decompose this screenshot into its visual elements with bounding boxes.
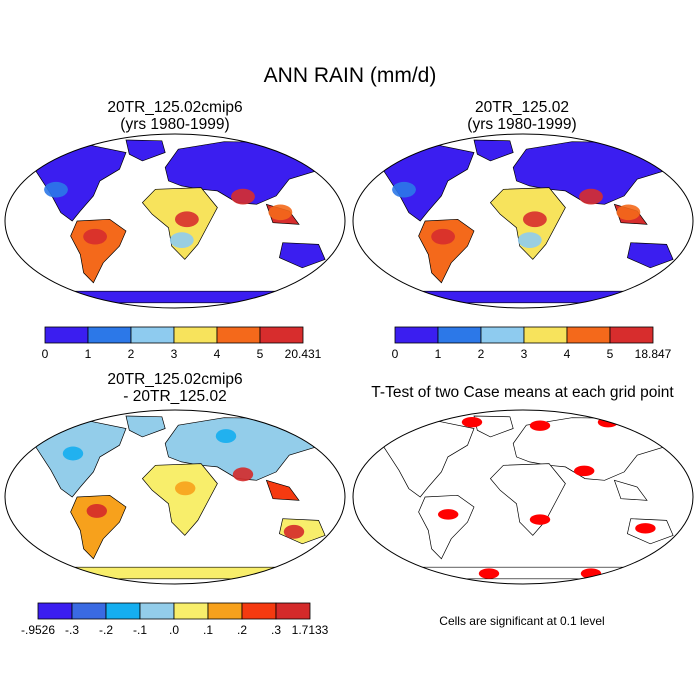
panel-3-title: 20TR_125.02cmip6 - 20TR_125.02 <box>5 371 345 405</box>
panel-4-title: T-Test of two Case means at each grid po… <box>345 384 700 401</box>
land-namerica <box>375 143 475 222</box>
colorbar-label: 2 <box>128 347 135 361</box>
land-antarctica <box>382 290 664 304</box>
land-namerica <box>27 143 127 222</box>
colorbar-label: 4 <box>214 347 221 361</box>
map-boundary <box>352 133 694 309</box>
colorbar-panel-2: 0 1 2 3 4 5 18.847 <box>392 326 672 361</box>
land-seasia <box>613 479 648 501</box>
colorbar-swatch <box>44 326 89 344</box>
colorbar-label: -.1 <box>133 623 147 637</box>
colorbar-label: 0 <box>42 347 49 361</box>
colorbar-label: 1 <box>85 347 92 361</box>
colorbar-swatch <box>71 602 107 620</box>
colorbar-panel-1: 0 1 2 3 4 5 20.431 <box>42 326 322 361</box>
colorbar-label: -.9526 <box>21 623 55 637</box>
panel-2-name: 20TR_125.02 <box>475 99 569 116</box>
land-greenland <box>125 139 166 162</box>
map-boundary <box>352 409 694 585</box>
colorbar-label: 0 <box>392 347 399 361</box>
colorbar-swatch <box>130 326 175 344</box>
land-greenland <box>473 415 514 438</box>
colorbar-swatch <box>523 326 568 344</box>
panel-1-title: 20TR_125.02cmip6 (yrs 1980-1999) <box>5 99 345 133</box>
colorbar-panel-3: -.9526 -.3 -.2 -.1 .0 .1 .2 .3 1.7133 <box>21 602 329 637</box>
map-panel-3 <box>4 409 346 585</box>
colorbar-swatch <box>241 602 277 620</box>
map-panel-1 <box>4 133 346 309</box>
panel-1-years: (yrs 1980-1999) <box>120 116 230 133</box>
colorbar-swatch <box>207 602 243 620</box>
panel-2-title: 20TR_125.02 (yrs 1980-1999) <box>352 99 692 133</box>
colorbar-swatch <box>566 326 611 344</box>
colorbar-swatch <box>139 602 175 620</box>
colorbar-swatch <box>216 326 261 344</box>
colorbar-label: 20.431 <box>285 347 322 361</box>
land-namerica <box>375 419 475 498</box>
colorbar-label: 1.7133 <box>292 623 329 637</box>
colorbar-swatch <box>480 326 525 344</box>
land-antarctica <box>382 566 664 580</box>
map-boundary <box>4 133 346 309</box>
colorbar-label: -.3 <box>65 623 79 637</box>
colorbar-label: .1 <box>203 623 213 637</box>
panel-2-years: (yrs 1980-1999) <box>467 116 577 133</box>
colorbar-label: 3 <box>521 347 528 361</box>
figure-title: ANN RAIN (mm/d) <box>263 64 437 87</box>
colorbar-label: 5 <box>257 347 264 361</box>
colorbar-label: 18.847 <box>635 347 672 361</box>
colorbar-swatch <box>259 326 304 344</box>
land-greenland <box>473 139 514 162</box>
colorbar-label: .0 <box>169 623 179 637</box>
colorbar-swatch <box>37 602 73 620</box>
colorbar-swatch <box>173 602 209 620</box>
panel-4-name: T-Test of two Case means at each grid po… <box>371 384 674 401</box>
land-samerica <box>418 494 475 560</box>
significance-note: Cells are significant at 0.1 level <box>439 614 605 628</box>
map-boundary <box>4 409 346 585</box>
land-greenland <box>125 415 166 438</box>
colorbar-swatch <box>609 326 654 344</box>
panel-3-name: 20TR_125.02cmip6 <box>107 371 243 388</box>
colorbar-label: -.2 <box>99 623 113 637</box>
colorbar-swatch <box>87 326 132 344</box>
land-australia <box>626 242 674 269</box>
colorbar-label: 1 <box>435 347 442 361</box>
land-seasia <box>265 479 300 501</box>
map-panel-4 <box>352 409 694 585</box>
land-samerica <box>70 494 127 560</box>
colorbar-label: 5 <box>607 347 614 361</box>
panel-1-name: 20TR_125.02cmip6 <box>107 99 243 116</box>
land-antarctica <box>34 566 316 580</box>
colorbar-label: .2 <box>237 623 247 637</box>
colorbar-swatch <box>394 326 439 344</box>
colorbar-swatch <box>173 326 218 344</box>
map-panel-2 <box>352 133 694 309</box>
colorbar-label: 2 <box>478 347 485 361</box>
land-australia <box>278 242 326 269</box>
colorbar-label: 3 <box>171 347 178 361</box>
colorbar-label: 4 <box>564 347 571 361</box>
land-antarctica <box>34 290 316 304</box>
panel-3-diff: - 20TR_125.02 <box>123 388 227 405</box>
land-africa <box>141 463 218 536</box>
colorbar-swatch <box>437 326 482 344</box>
colorbar-swatch <box>105 602 141 620</box>
colorbar-label: .3 <box>271 623 281 637</box>
colorbar-swatch <box>275 602 311 620</box>
